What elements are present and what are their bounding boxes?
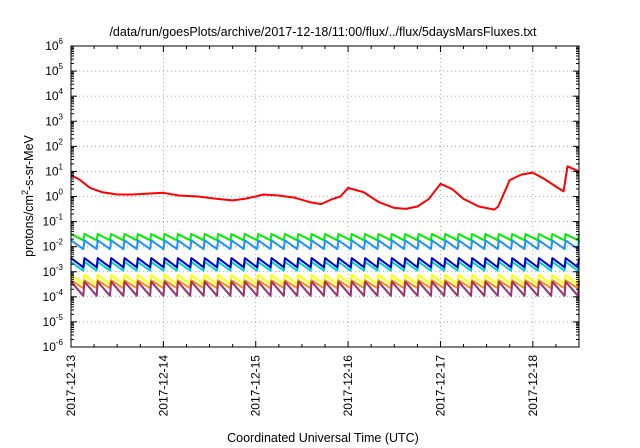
- series-line: [70, 280, 580, 297]
- x-tick-label: 2017-12-15: [249, 355, 263, 417]
- y-tick-label: 10-5: [43, 313, 64, 329]
- y-tick-label: 105: [45, 62, 63, 78]
- x-tick-label: 2017-12-17: [433, 355, 447, 417]
- series-layer: [70, 165, 580, 297]
- y-tick-label: 10-4: [43, 288, 64, 304]
- series-line: [70, 239, 580, 251]
- series-line: [70, 257, 580, 269]
- y-tick-label: 10-2: [43, 238, 64, 254]
- y-tick-label: 102: [45, 137, 63, 153]
- y-tick-labels: 106 105 104 103 102 101 100 10-1 10-2 10-3 10-4 10-…: [43, 37, 64, 354]
- y-tick-label: 104: [45, 87, 63, 103]
- series-line: [70, 233, 580, 242]
- y-tick-label: 101: [45, 162, 63, 178]
- x-tick-labels: 2017-12-13 2017-12-14 2017-12-15 2017-12-16…: [64, 355, 540, 417]
- y-tick-label: 100: [45, 188, 63, 204]
- x-tick-label: 2017-12-13: [64, 355, 78, 417]
- series-line: [70, 165, 580, 211]
- x-tick-label: 2017-12-18: [526, 355, 540, 417]
- chart-title: /data/run/goesPlots/archive/2017-12-18/1…: [109, 25, 537, 39]
- y-tick-label: 10-6: [43, 338, 64, 354]
- grid: [71, 46, 579, 347]
- y-tick-label: 10-1: [43, 213, 64, 229]
- y-tick-label: 10-3: [43, 263, 64, 279]
- y-tick-label: 106: [45, 37, 63, 53]
- ticks: [70, 45, 580, 348]
- y-axis-label: protons/cm2-s-sr-MeV: [20, 134, 36, 256]
- x-tick-label: 2017-12-16: [341, 355, 355, 417]
- y-tick-label: 103: [45, 112, 63, 128]
- x-axis-label: Coordinated Universal Time (UTC): [227, 431, 419, 445]
- x-tick-label: 2017-12-14: [156, 355, 170, 417]
